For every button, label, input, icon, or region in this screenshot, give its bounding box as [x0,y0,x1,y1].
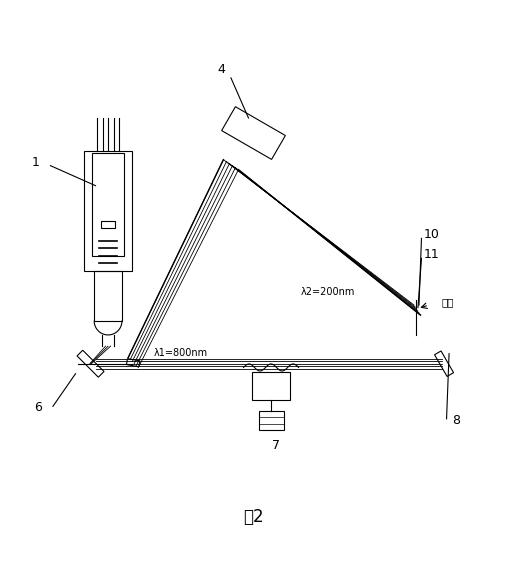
Text: λ1=800nm: λ1=800nm [153,348,207,358]
Text: 4: 4 [217,63,225,76]
Text: 7: 7 [272,439,280,452]
Text: 图2: 图2 [243,508,264,526]
Text: 1: 1 [31,155,40,169]
Bar [252,372,290,400]
Bar [84,151,132,271]
Text: 入缝: 入缝 [442,297,454,307]
Bar [94,271,122,321]
Text: 6: 6 [34,402,42,414]
Bar [101,221,115,228]
Text: λ2=200nm: λ2=200nm [301,287,355,297]
Bar [92,153,124,256]
Bar [259,411,283,430]
Text: 11: 11 [424,249,440,261]
Text: 8: 8 [453,414,460,427]
Text: 10: 10 [423,228,440,242]
